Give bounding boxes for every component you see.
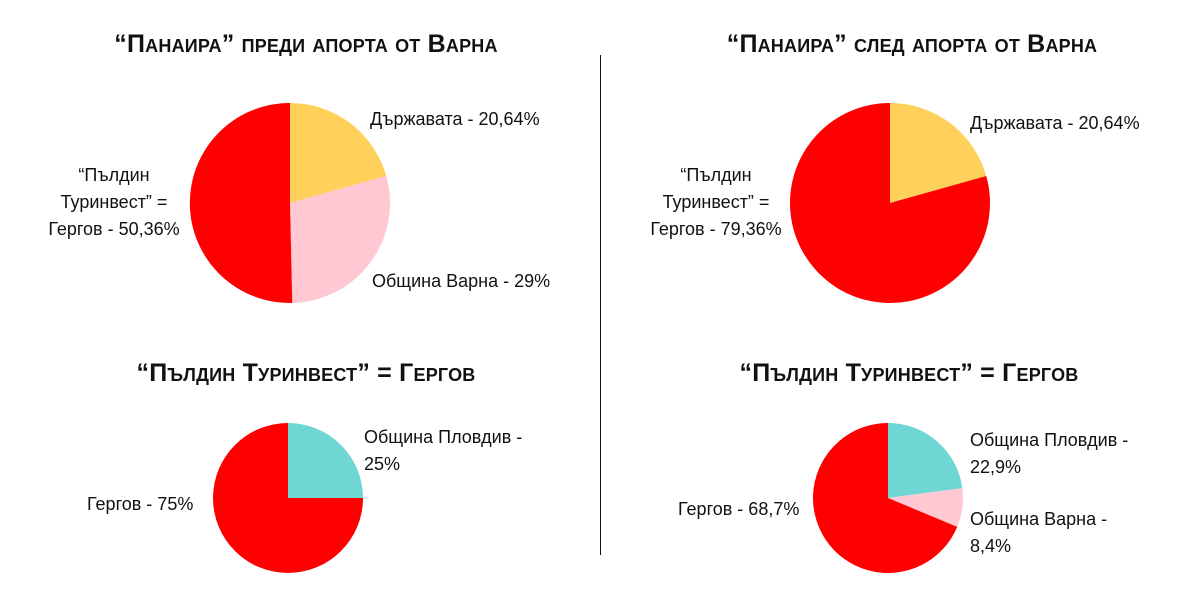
- pie-slice-0: [288, 423, 363, 498]
- label-line: Туринвест” =: [60, 192, 168, 212]
- label-plovdiv-municipality: Община Пловдив - 25%: [364, 424, 522, 478]
- label-gergov: Гергов - 75%: [87, 494, 194, 514]
- label-state: Държавата - 20,64%: [370, 109, 540, 129]
- chart-title-before-aport: “Панаира” преди апорта от Варна: [114, 30, 498, 58]
- label-paldin-gergov: “Пълдин Туринвест” = Гергов - 79,36%: [646, 162, 786, 243]
- label-line: Община Варна -: [970, 509, 1108, 529]
- pie-slice-2: [189, 102, 293, 303]
- pie-chart-paldin-before: [213, 423, 363, 573]
- pie-slice-1: [789, 102, 990, 303]
- pie-slice-2: [813, 423, 958, 573]
- label-varna-municipality: Община Варна - 8,4%: [970, 506, 1107, 560]
- pie-slice-0: [888, 423, 963, 498]
- vertical-divider: [600, 55, 601, 555]
- label-line: Гергов - 79,36%: [650, 219, 782, 239]
- pie-slice-0: [890, 103, 987, 203]
- pie-chart-after-aport: [789, 102, 990, 303]
- label-line: Гергов - 50,36%: [48, 219, 180, 239]
- label-line: 22,9%: [970, 457, 1022, 477]
- chart-title-paldin-after: “Пълдин Туринвест” = Гергов: [739, 359, 1079, 387]
- pie-slice-1: [290, 175, 390, 303]
- label-line: Туринвест” =: [662, 192, 770, 212]
- pie-chart-before-aport: [189, 102, 390, 303]
- label-state: Държавата - 20,64%: [970, 113, 1140, 133]
- chart-title-after-aport: “Панаира” след апорта от Варна: [726, 30, 1098, 58]
- pie-slice-0: [290, 103, 387, 203]
- label-line: 8,4%: [970, 536, 1012, 556]
- label-paldin-gergov: “Пълдин Туринвест” = Гергов - 50,36%: [44, 162, 184, 243]
- label-line: Община Пловдив -: [364, 427, 523, 447]
- pie-slice-1: [213, 423, 363, 573]
- pie-chart-paldin-after: [813, 423, 964, 573]
- label-line: 25%: [364, 454, 401, 474]
- label-varna-municipality: Община Варна - 29%: [372, 271, 551, 291]
- chart-title-paldin-before: “Пълдин Туринвест” = Гергов: [136, 359, 476, 387]
- pie-slice-1: [888, 488, 964, 527]
- label-plovdiv-municipality: Община Пловдив - 22,9%: [970, 427, 1128, 481]
- label-gergov: Гергов - 68,7%: [678, 499, 800, 519]
- label-line: Община Пловдив -: [970, 430, 1129, 450]
- label-line: “Пълдин: [78, 165, 150, 185]
- label-line: “Пълдин: [680, 165, 752, 185]
